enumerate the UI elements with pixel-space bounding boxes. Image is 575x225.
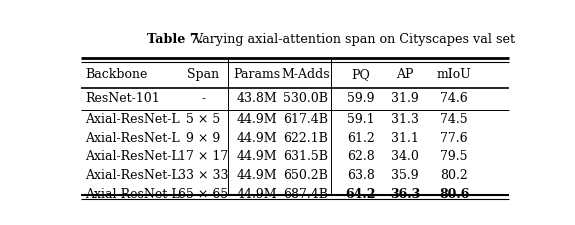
Text: 79.5: 79.5	[440, 151, 468, 163]
Text: 77.6: 77.6	[440, 132, 468, 145]
Text: 63.8: 63.8	[347, 169, 374, 182]
Text: 530.0B: 530.0B	[283, 92, 328, 105]
Text: mIoU: mIoU	[437, 68, 471, 81]
Text: AP: AP	[396, 68, 414, 81]
Text: Backbone: Backbone	[85, 68, 148, 81]
Text: 35.9: 35.9	[392, 169, 419, 182]
Text: 44.9M: 44.9M	[236, 113, 277, 126]
Text: 43.8M: 43.8M	[236, 92, 277, 105]
Text: 80.2: 80.2	[440, 169, 468, 182]
Text: Varying axial-attention span on Cityscapes val set: Varying axial-attention span on Cityscap…	[190, 33, 516, 46]
Text: 31.3: 31.3	[391, 113, 419, 126]
Text: 61.2: 61.2	[347, 132, 374, 145]
Text: 33 × 33: 33 × 33	[178, 169, 229, 182]
Text: 59.1: 59.1	[347, 113, 374, 126]
Text: Table 7.: Table 7.	[147, 33, 203, 46]
Text: 650.2B: 650.2B	[283, 169, 328, 182]
Text: 17 × 17: 17 × 17	[178, 151, 228, 163]
Text: 31.9: 31.9	[392, 92, 419, 105]
Text: Axial-ResNet-L: Axial-ResNet-L	[85, 151, 180, 163]
Text: Axial-ResNet-L: Axial-ResNet-L	[85, 169, 180, 182]
Text: Axial-ResNet-L: Axial-ResNet-L	[85, 188, 180, 201]
Text: M-Adds: M-Adds	[282, 68, 330, 81]
Text: 65 × 65: 65 × 65	[178, 188, 228, 201]
Text: 617.4B: 617.4B	[283, 113, 328, 126]
Text: 44.9M: 44.9M	[236, 169, 277, 182]
Text: ResNet-101: ResNet-101	[85, 92, 160, 105]
Text: 31.1: 31.1	[391, 132, 419, 145]
Text: 5 × 5: 5 × 5	[186, 113, 220, 126]
Text: 631.5B: 631.5B	[283, 151, 328, 163]
Text: 64.2: 64.2	[346, 188, 376, 201]
Text: 62.8: 62.8	[347, 151, 374, 163]
Text: 59.9: 59.9	[347, 92, 374, 105]
Text: 687.4B: 687.4B	[283, 188, 328, 201]
Text: 36.3: 36.3	[390, 188, 420, 201]
Text: 74.5: 74.5	[440, 113, 468, 126]
Text: 44.9M: 44.9M	[236, 188, 277, 201]
Text: 80.6: 80.6	[439, 188, 469, 201]
Text: 622.1B: 622.1B	[283, 132, 328, 145]
Text: Axial-ResNet-L: Axial-ResNet-L	[85, 132, 180, 145]
Text: Span: Span	[187, 68, 220, 81]
Text: -: -	[201, 92, 205, 105]
Text: PQ: PQ	[351, 68, 370, 81]
Text: Params: Params	[233, 68, 281, 81]
Text: 44.9M: 44.9M	[236, 151, 277, 163]
Text: 34.0: 34.0	[391, 151, 419, 163]
Text: 74.6: 74.6	[440, 92, 468, 105]
Text: 44.9M: 44.9M	[236, 132, 277, 145]
Text: Axial-ResNet-L: Axial-ResNet-L	[85, 113, 180, 126]
Text: 9 × 9: 9 × 9	[186, 132, 220, 145]
